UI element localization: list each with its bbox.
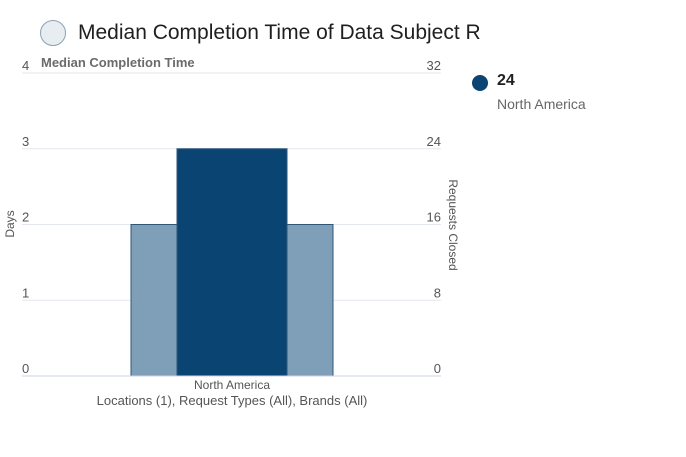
right-axis-ticks: 0 8 16 24 32 — [427, 58, 441, 376]
legend-value: 24 — [497, 72, 515, 89]
legend-name: North America — [497, 96, 586, 112]
y-tick-left: 4 — [22, 58, 29, 73]
chart-title: Median Completion Time of Data Subject R… — [78, 21, 480, 44]
x-axis-label: Locations (1), Request Types (All), Bran… — [97, 393, 368, 408]
y-tick-left: 1 — [22, 285, 29, 300]
y-tick-right: 16 — [427, 210, 441, 225]
y-tick-right: 24 — [427, 134, 441, 149]
y-axis-right-label: Requests Closed — [446, 179, 460, 270]
y-tick-right: 8 — [434, 285, 441, 300]
y-tick-right: 0 — [434, 361, 441, 376]
y-axis-left-label: Days — [3, 210, 17, 237]
y-tick-right: 32 — [427, 58, 441, 73]
y-tick-left: 0 — [22, 361, 29, 376]
circle-icon — [40, 20, 66, 46]
y-tick-left: 3 — [22, 134, 29, 149]
legend-marker — [472, 75, 488, 91]
chart-header: Median Completion Time of Data Subject R… — [40, 18, 480, 54]
bars — [130, 148, 334, 377]
bar-requests-closed — [176, 148, 288, 377]
y-tick-left: 2 — [22, 210, 29, 225]
chart-subtitle: Median Completion Time — [41, 55, 195, 70]
left-axis-ticks: 0 1 2 3 4 — [22, 58, 29, 376]
x-tick-label: North America — [194, 378, 270, 392]
